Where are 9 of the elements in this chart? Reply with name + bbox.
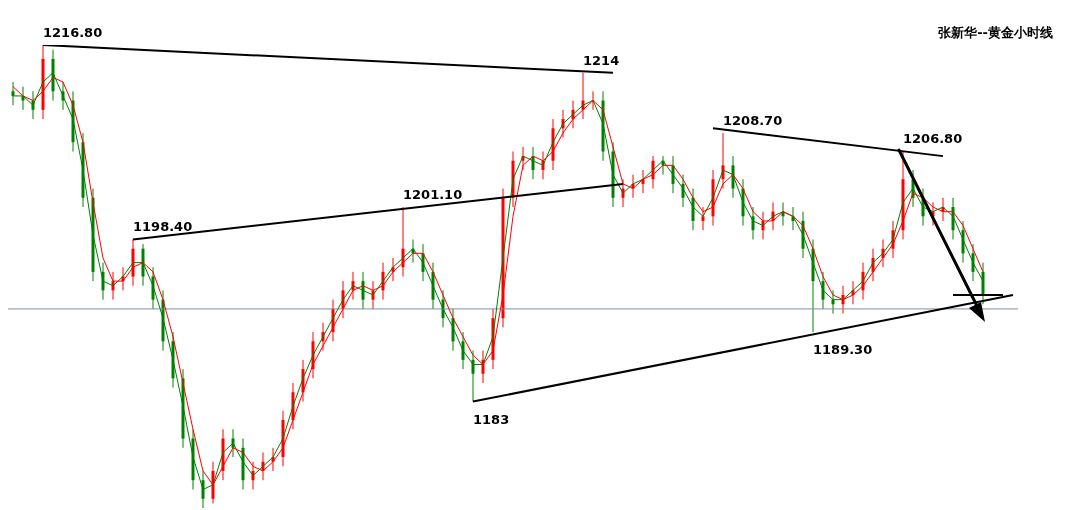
chart-title: 张新华--黄金小时线: [938, 24, 1053, 42]
annotation: 1201.10: [403, 187, 463, 203]
annotation: 1214: [583, 52, 620, 68]
annotation: 1208.70: [723, 112, 783, 128]
annotation: 1206.80: [903, 131, 963, 147]
annotation: 1216.80: [43, 25, 103, 40]
annotation: 1198.40: [133, 219, 193, 235]
annotation: 1183: [473, 411, 510, 427]
annotation: 1189.30: [813, 342, 873, 358]
